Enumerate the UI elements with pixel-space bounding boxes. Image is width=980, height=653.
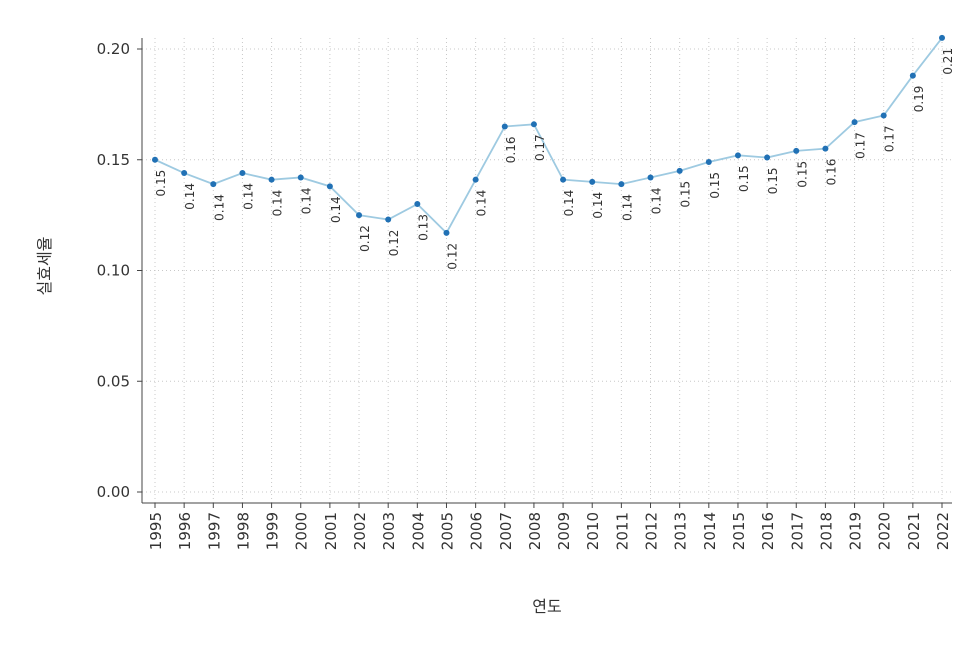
data-label: 0.21 xyxy=(941,48,955,75)
x-tick-label: 1996 xyxy=(176,512,194,550)
x-tick-label: 2003 xyxy=(380,512,398,550)
data-point xyxy=(152,156,158,163)
x-tick-label: 1998 xyxy=(234,512,252,550)
data-label: 0.14 xyxy=(620,194,634,221)
y-tick-label: 0.15 xyxy=(97,151,130,169)
data-label: 0.15 xyxy=(679,181,693,208)
y-tick-label: 0.00 xyxy=(97,483,130,501)
data-label: 0.14 xyxy=(271,190,285,217)
x-tick-label: 2015 xyxy=(730,512,748,550)
data-label: 0.15 xyxy=(766,168,780,195)
y-tick-label: 0.10 xyxy=(97,262,130,280)
data-point xyxy=(385,216,392,223)
data-point xyxy=(239,170,246,177)
data-label: 0.15 xyxy=(737,165,751,192)
x-tick-label: 2005 xyxy=(438,512,456,550)
data-point xyxy=(414,201,421,208)
data-point xyxy=(676,167,683,174)
data-label: 0.19 xyxy=(912,86,926,113)
data-label: 0.15 xyxy=(154,170,168,197)
data-point xyxy=(443,229,450,236)
x-axis-title: 연도 xyxy=(532,597,561,616)
data-point xyxy=(501,123,508,130)
data-label: 0.14 xyxy=(241,183,255,210)
data-point xyxy=(939,34,945,41)
data-label: 0.15 xyxy=(795,161,809,188)
x-tick-label: 1995 xyxy=(147,512,165,550)
x-tick-label: 2011 xyxy=(613,512,631,550)
grid xyxy=(142,38,952,503)
data-point xyxy=(880,112,887,119)
data-label: 0.15 xyxy=(708,172,722,199)
x-tick-label: 1999 xyxy=(264,512,282,550)
data-label: 0.16 xyxy=(504,137,518,164)
data-point xyxy=(326,183,333,190)
series-line xyxy=(154,37,943,235)
data-point xyxy=(909,72,916,79)
x-tick-label: 2012 xyxy=(643,512,661,550)
x-tick-label: 2021 xyxy=(905,512,923,550)
x-tick-label: 2013 xyxy=(672,512,690,550)
data-point xyxy=(793,147,800,154)
x-tick-label: 2014 xyxy=(701,512,719,550)
y-ticks: 0.00 0.05 0.10 0.15 0.20 xyxy=(97,40,142,501)
data-label: 0.13 xyxy=(416,214,430,241)
data-point xyxy=(297,174,304,181)
data-label: 0.14 xyxy=(329,196,343,223)
y-tick-label: 0.20 xyxy=(97,40,130,58)
x-ticks: 1995 1996 1997 1998 1999 2000 2001 2002 2003 2004… xyxy=(147,503,952,550)
x-tick-label: 2016 xyxy=(759,512,777,550)
data-label: 0.14 xyxy=(475,190,489,217)
y-axis-title: 실효세율 xyxy=(35,237,54,296)
data-point xyxy=(210,181,217,188)
data-label: 0.14 xyxy=(300,187,314,214)
data-label: 0.12 xyxy=(445,243,459,270)
x-tick-label: 2002 xyxy=(351,512,369,550)
data-point xyxy=(734,152,741,159)
data-label: 0.17 xyxy=(533,134,547,161)
x-tick-label: 2006 xyxy=(468,512,486,550)
data-label: 0.14 xyxy=(562,190,576,217)
x-tick-label: 2022 xyxy=(934,512,952,550)
x-tick-label: 2007 xyxy=(497,512,515,550)
data-label: 0.16 xyxy=(824,159,838,186)
x-tick-label: 2001 xyxy=(322,512,340,550)
x-tick-label: 2019 xyxy=(847,512,865,550)
y-tick-label: 0.05 xyxy=(97,372,130,390)
data-label: 0.14 xyxy=(183,183,197,210)
data-point xyxy=(589,178,596,185)
data-labels: 0.15 0.14 0.14 0.14 0.14 0.14 0.14 0.12 0.12 0.13… xyxy=(154,48,955,270)
x-tick-label: 2004 xyxy=(409,512,427,550)
data-point xyxy=(472,176,479,183)
data-point xyxy=(647,174,654,181)
data-point xyxy=(705,158,712,165)
data-label: 0.14 xyxy=(650,187,664,214)
data-point xyxy=(618,181,625,188)
data-point xyxy=(181,170,188,177)
data-label: 0.14 xyxy=(212,194,226,221)
x-tick-label: 2020 xyxy=(876,512,894,550)
data-label: 0.14 xyxy=(591,192,605,219)
data-point xyxy=(764,154,771,161)
data-point xyxy=(851,119,858,126)
x-tick-label: 2010 xyxy=(584,512,602,550)
x-tick-label: 2000 xyxy=(293,512,311,550)
data-label: 0.17 xyxy=(883,125,897,152)
data-label: 0.17 xyxy=(854,132,868,159)
data-point xyxy=(530,121,537,128)
data-point xyxy=(268,176,275,183)
data-label: 0.12 xyxy=(358,225,372,252)
x-tick-label: 2018 xyxy=(817,512,835,550)
x-tick-label: 2008 xyxy=(526,512,544,550)
data-point xyxy=(356,212,363,219)
data-point xyxy=(560,176,567,183)
data-label: 0.12 xyxy=(387,230,401,257)
data-point xyxy=(822,145,829,152)
x-tick-label: 2017 xyxy=(788,512,806,550)
x-tick-label: 1997 xyxy=(205,512,223,550)
x-tick-label: 2009 xyxy=(555,512,573,550)
series xyxy=(152,34,945,236)
